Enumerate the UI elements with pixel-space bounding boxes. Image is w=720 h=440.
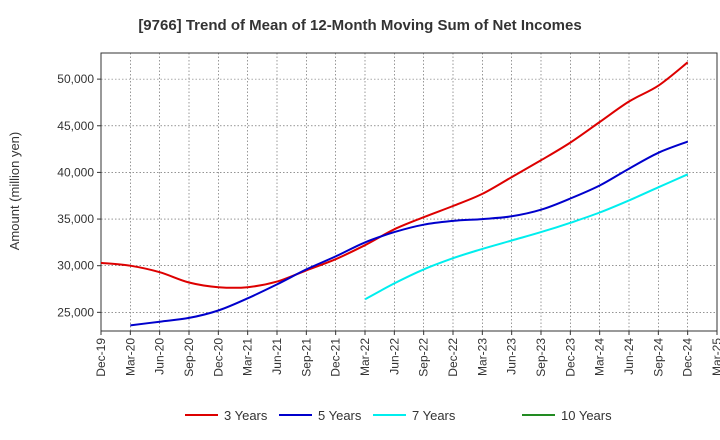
x-tick-label: Sep-22 bbox=[417, 338, 431, 377]
y-axis-label: Amount (million yen) bbox=[7, 132, 22, 251]
y-tick-label: 30,000 bbox=[57, 259, 94, 273]
x-tick-label: Dec-23 bbox=[563, 338, 577, 377]
y-tick-label: 40,000 bbox=[57, 165, 94, 179]
series-line-7-years bbox=[364, 173, 689, 301]
x-tick-label: Jun-21 bbox=[270, 338, 284, 375]
x-tick-label: Dec-20 bbox=[211, 338, 225, 377]
legend-label-3-years: 3 Years bbox=[224, 408, 268, 423]
x-tick-label: Jun-22 bbox=[387, 338, 401, 375]
x-tick-label: Dec-22 bbox=[446, 338, 460, 377]
legend: 3 Years 5 Years 7 Years 10 Years bbox=[185, 408, 612, 423]
y-tick-label: 25,000 bbox=[57, 305, 94, 319]
x-tick-label: Sep-21 bbox=[299, 338, 313, 377]
series-line-3-years bbox=[100, 61, 689, 289]
x-tick-label: Dec-24 bbox=[681, 338, 695, 377]
x-tick-label: Jun-20 bbox=[153, 338, 167, 375]
x-tick-label: Mar-22 bbox=[358, 338, 372, 376]
x-tick-label: Dec-19 bbox=[94, 338, 108, 377]
legend-label-5-years: 5 Years bbox=[318, 408, 362, 423]
y-tick-label: 35,000 bbox=[57, 212, 94, 226]
x-tick-label: Mar-24 bbox=[593, 338, 607, 376]
x-tick-label: Mar-25 bbox=[710, 338, 720, 376]
chart-title: [9766] Trend of Mean of 12-Month Moving … bbox=[138, 17, 581, 34]
legend-label-10-years: 10 Years bbox=[561, 408, 612, 423]
x-tick-label: Sep-20 bbox=[182, 338, 196, 377]
legend-label-7-years: 7 Years bbox=[412, 408, 456, 423]
x-tick-label: Dec-21 bbox=[329, 338, 343, 377]
y-tick-label: 50,000 bbox=[57, 72, 94, 86]
x-tick-label: Jun-24 bbox=[622, 338, 636, 375]
x-tick-label: Jun-23 bbox=[505, 338, 519, 375]
y-tick-label: 45,000 bbox=[57, 119, 94, 133]
x-tick-label: Mar-23 bbox=[475, 338, 489, 376]
x-tick-label: Mar-20 bbox=[123, 338, 137, 376]
x-tick-label: Sep-23 bbox=[534, 338, 548, 377]
x-tick-label: Mar-21 bbox=[241, 338, 255, 376]
plot-area: Dec-19 Mar-20 Jun-20 Sep-20 Dec-20 Mar-21 Jun-… bbox=[57, 52, 720, 377]
plot-frame bbox=[100, 52, 718, 332]
series-line-5-years bbox=[130, 140, 689, 327]
x-tick-label: Sep-24 bbox=[651, 338, 665, 377]
